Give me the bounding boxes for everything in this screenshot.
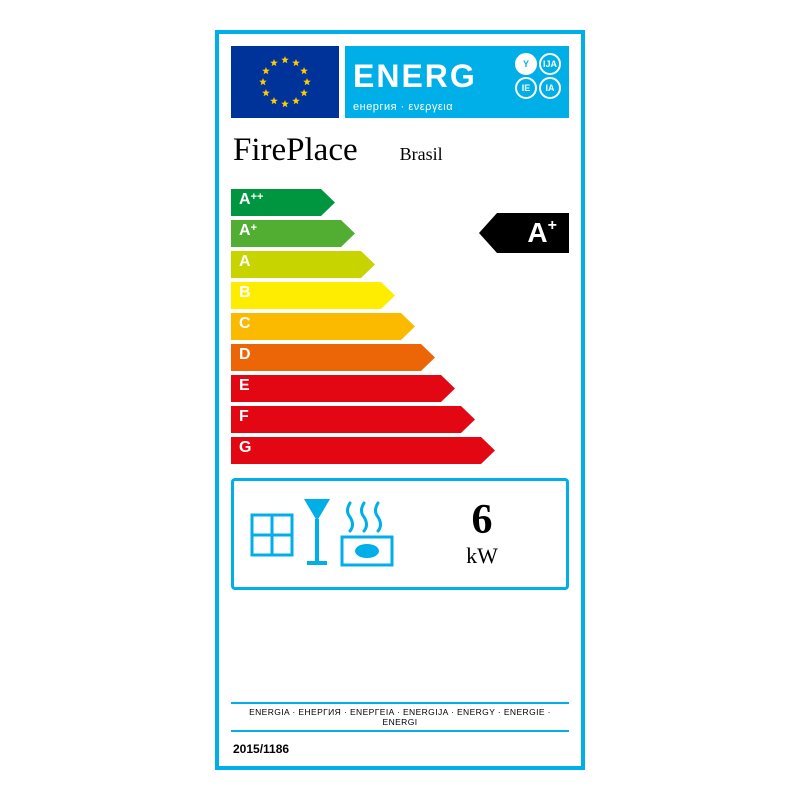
efficiency-bar: E <box>231 375 569 402</box>
efficiency-bar-label: A <box>239 253 251 271</box>
efficiency-bar: A++ <box>231 189 569 216</box>
efficiency-bar: D <box>231 344 569 371</box>
efficiency-bar-label: C <box>239 315 251 333</box>
energ-box: ENERG YIJAIEIA енергия · ενεργεια <box>345 46 569 118</box>
efficiency-bar: C <box>231 313 569 340</box>
efficiency-bar: A <box>231 251 569 278</box>
energ-badge: IE <box>515 77 537 99</box>
power-unit: kW <box>414 543 550 569</box>
power-output-box: 6 kW <box>231 478 569 590</box>
efficiency-bar: G <box>231 437 569 464</box>
heating-icons <box>250 499 404 569</box>
energ-title: ENERG <box>353 60 477 92</box>
efficiency-bar-label: D <box>239 346 251 364</box>
footer-energy-words: ENERGIA · ЕНЕРГИЯ · ΕΝΕΡΓΕΙΑ · ENERGIJA … <box>231 702 569 732</box>
lamp-icon <box>304 499 330 569</box>
window-icon <box>250 513 294 569</box>
regulation-number: 2015/1186 <box>233 742 289 756</box>
eu-flag-icon <box>231 46 339 118</box>
energ-badge: IA <box>539 77 561 99</box>
energ-subtitle: енергия · ενεργεια <box>353 101 561 113</box>
efficiency-bar-label: A++ <box>239 191 263 209</box>
brand-name: FirePlace <box>233 132 358 169</box>
efficiency-bar-label: A+ <box>239 222 257 240</box>
efficiency-bar: F <box>231 406 569 433</box>
efficiency-bar-label: F <box>239 408 249 426</box>
model-name: Brasil <box>400 144 443 165</box>
efficiency-bar-label: E <box>239 377 250 395</box>
energ-badges: YIJAIEIA <box>515 53 561 99</box>
efficiency-bar-label: G <box>239 439 251 457</box>
efficiency-bar: B <box>231 282 569 309</box>
header-row: ENERG YIJAIEIA енергия · ενεργεια <box>231 46 569 118</box>
energy-label: ENERG YIJAIEIA енергия · ενεργεια FirePl… <box>215 30 585 770</box>
efficiency-bar-label: B <box>239 284 251 302</box>
efficiency-bar: A+ <box>231 220 569 247</box>
power-readout: 6 kW <box>414 499 550 569</box>
brand-row: FirePlace Brasil <box>231 132 569 169</box>
energ-badge: IJA <box>539 53 561 75</box>
power-value: 6 <box>414 499 550 541</box>
heater-icon <box>340 499 404 569</box>
energ-badge: Y <box>515 53 537 75</box>
efficiency-scale: A+ A++A+ABCDEFG <box>231 189 569 464</box>
